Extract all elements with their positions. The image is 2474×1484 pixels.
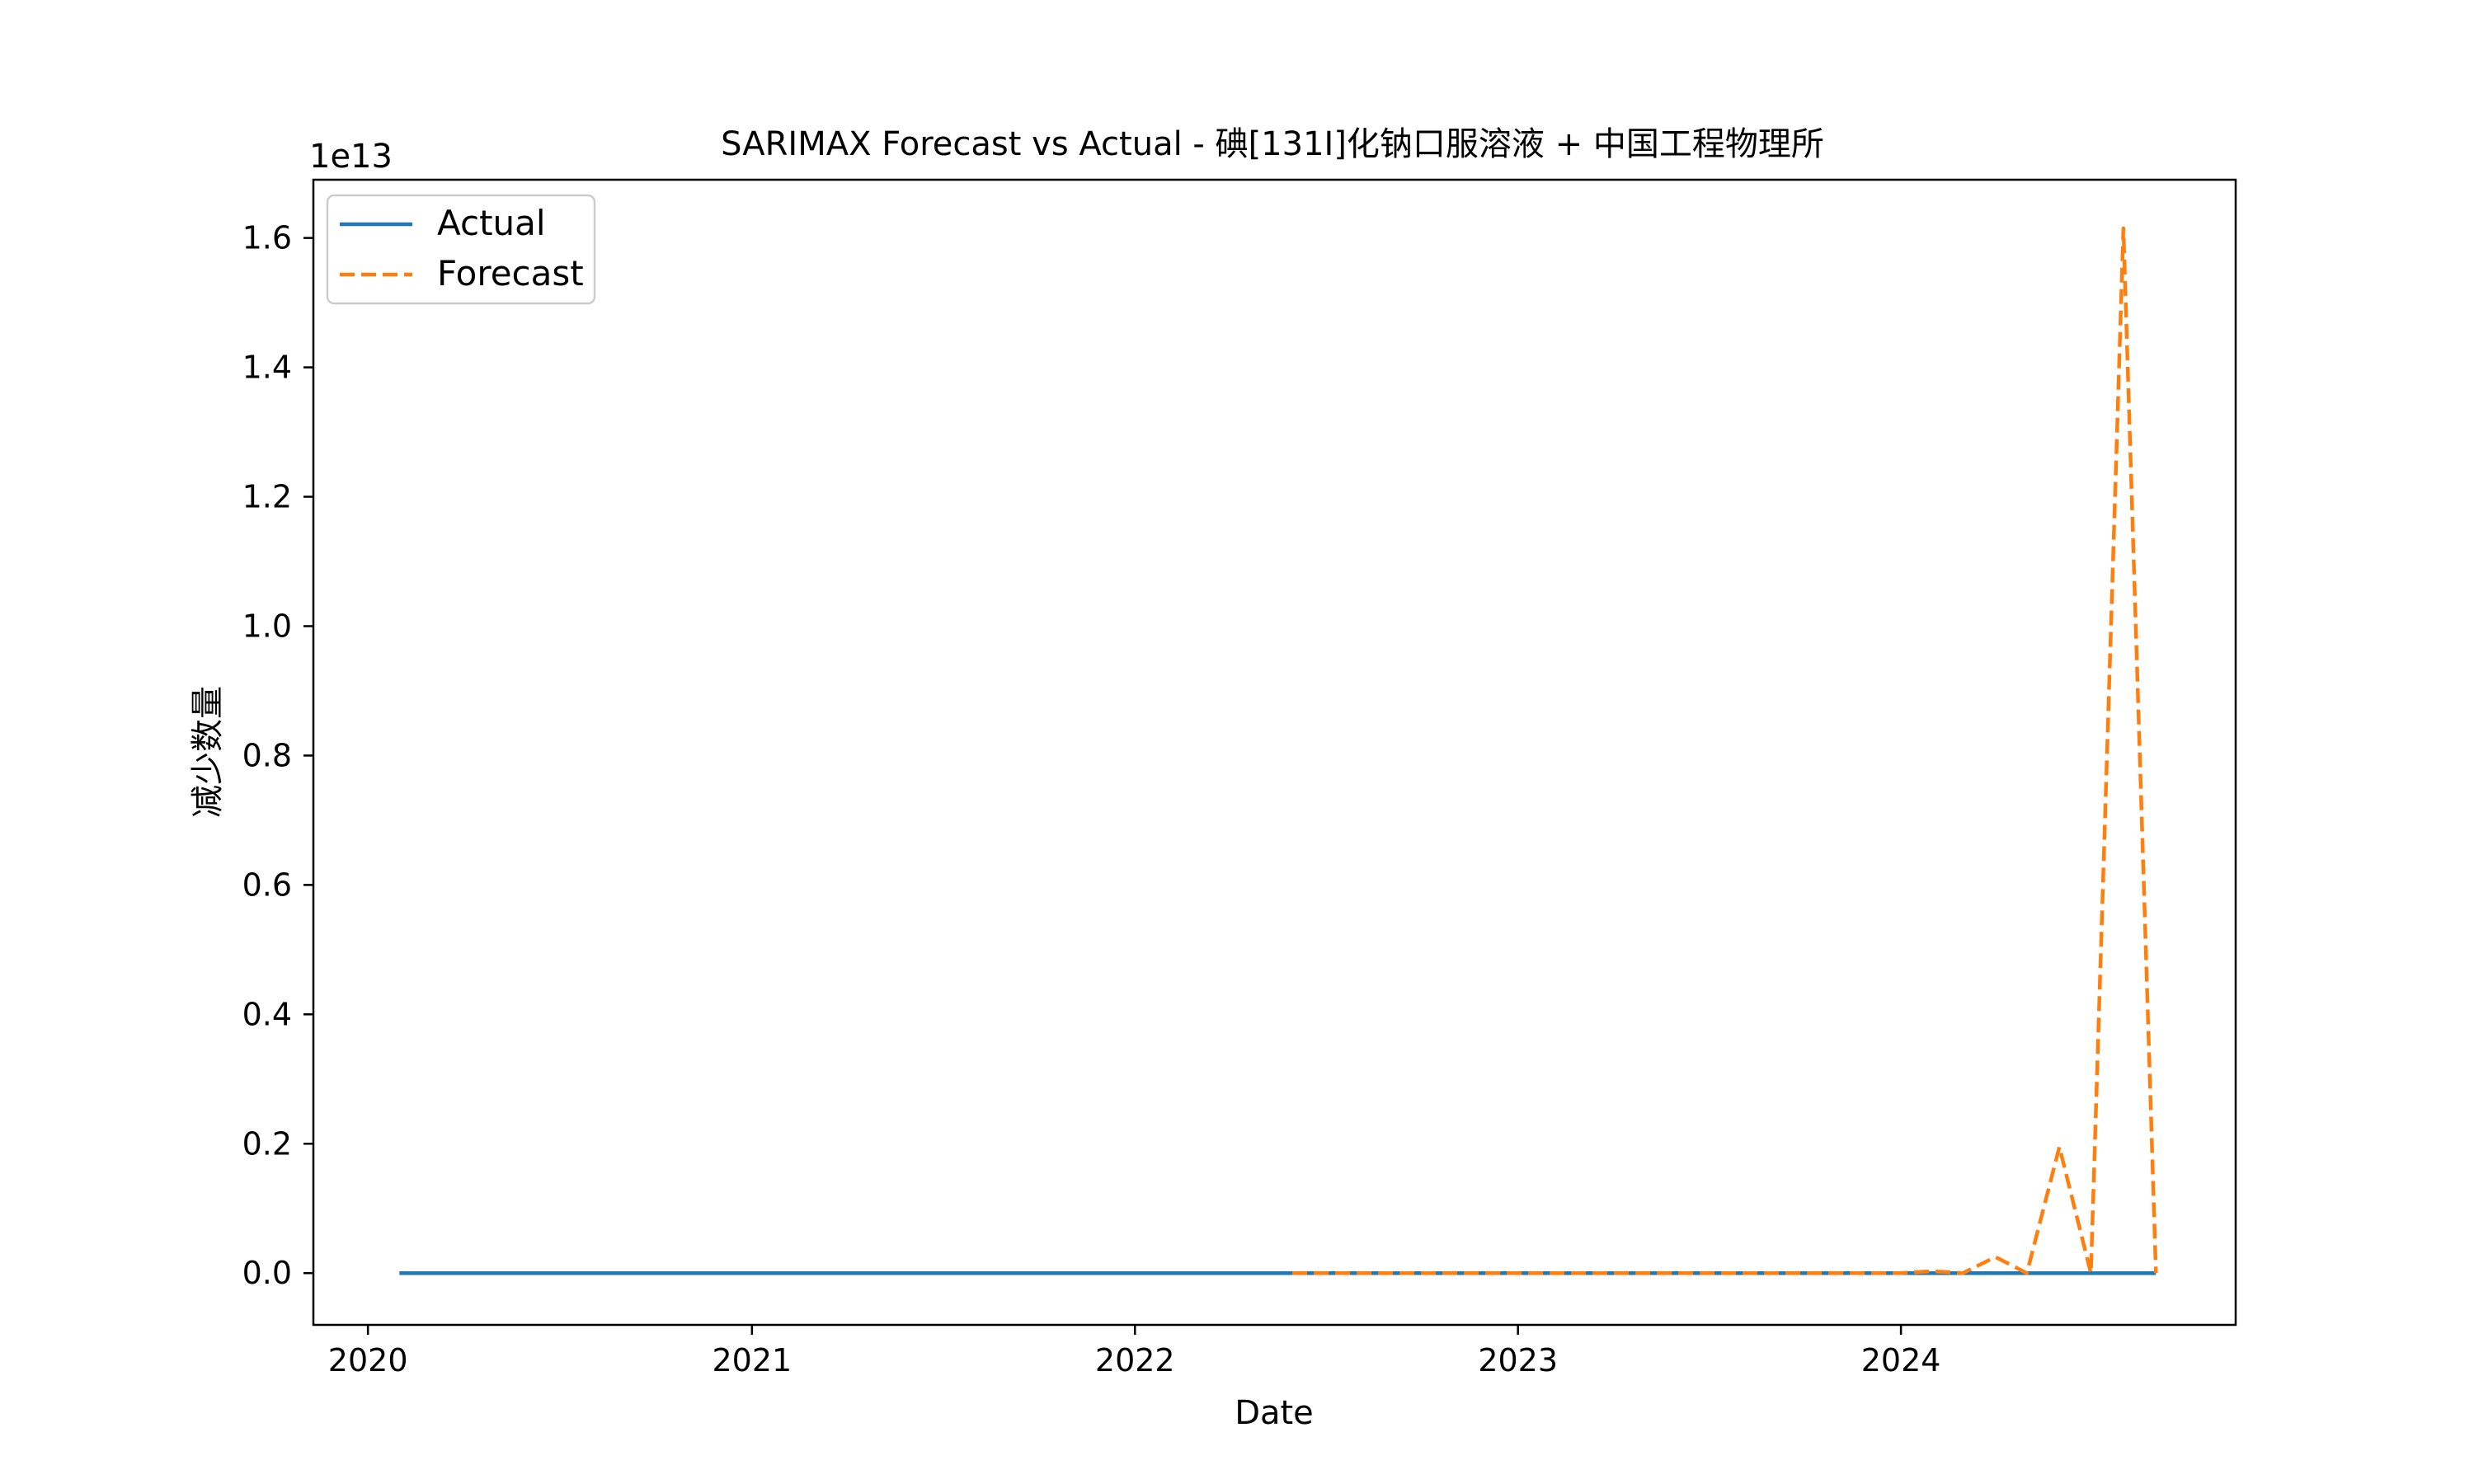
y-tick-label: 1.6 [242, 220, 292, 256]
legend-label-forecast: Forecast [437, 253, 584, 294]
x-tick-label: 2021 [712, 1342, 792, 1378]
y-tick-label: 1.2 [242, 479, 292, 515]
x-tick-label: 2023 [1478, 1342, 1558, 1378]
y-tick-label: 0.6 [242, 866, 292, 903]
y-tick-label: 0.8 [242, 737, 292, 773]
x-tick-label: 2022 [1095, 1342, 1175, 1378]
plot-frame [312, 178, 2237, 1327]
y-tick-label: 0.0 [242, 1255, 292, 1291]
y-tick-label: 1.0 [242, 608, 292, 644]
forecast-series-line [1292, 226, 2158, 1275]
tick-layer: 0.0 0.2 0.4 0.6 0.8 1.0 1.2 1.4 1.6 2020 2021 2022 2… [242, 220, 1941, 1378]
chart-title: SARIMAX Forecast vs Actual - 碘[131I]化钠口服… [721, 125, 1824, 163]
y-axis-label: 减少数量 [189, 686, 227, 818]
plot-layer [399, 226, 2158, 1275]
y-offset-label: 1e13 [309, 138, 393, 176]
x-axis-label: Date [1235, 1394, 1314, 1432]
y-tick-label: 0.4 [242, 996, 292, 1032]
y-tick-label: 0.2 [242, 1125, 292, 1162]
legend: Actual Forecast [326, 194, 596, 305]
x-tick-label: 2024 [1861, 1342, 1941, 1378]
legend-label-actual: Actual [437, 203, 546, 243]
x-tick-label: 2020 [328, 1342, 408, 1378]
y-tick-label: 1.4 [242, 350, 292, 386]
